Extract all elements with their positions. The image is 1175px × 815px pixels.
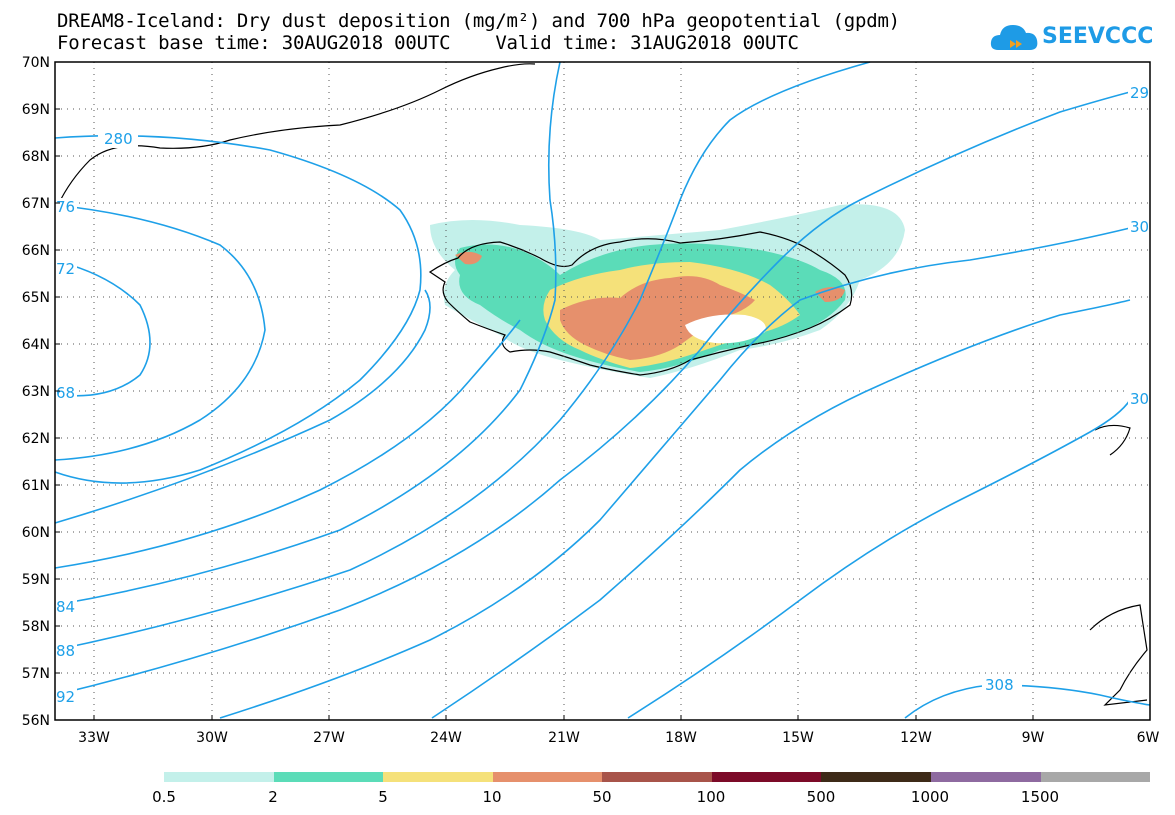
contour — [54, 289, 431, 524]
lat-label: 63N — [22, 384, 50, 400]
colorbar-swatch — [821, 772, 931, 782]
dust-level-10-east — [815, 286, 845, 302]
contour-label: 84 — [56, 598, 75, 616]
contour — [54, 204, 266, 461]
colorbar-swatch — [273, 772, 384, 782]
lat-label: 61N — [22, 478, 50, 494]
lat-label: 59N — [22, 572, 50, 588]
contour — [904, 684, 1151, 719]
colorbar-swatch — [602, 772, 712, 782]
colorbar-label: 1000 — [910, 788, 950, 806]
lat-label: 68N — [22, 149, 50, 165]
contour — [54, 319, 521, 569]
contour-label: 76 — [56, 198, 75, 216]
geopotential-contours — [54, 61, 1151, 719]
glacier-white — [685, 314, 766, 344]
lat-label: 65N — [22, 290, 50, 306]
contour-label: 72 — [56, 260, 75, 278]
cloud-icon — [990, 25, 1038, 50]
contour-label: 68 — [56, 384, 75, 402]
colorbar-label: 500 — [806, 788, 836, 806]
contour — [59, 261, 151, 397]
contour-label: 308 — [985, 676, 1014, 694]
contour — [54, 91, 1131, 696]
contour-label: 280 — [104, 130, 133, 148]
contour — [627, 399, 1131, 719]
lat-label: 56N — [22, 713, 50, 729]
lat-label: 70N — [22, 55, 50, 71]
contour-label: 92 — [56, 688, 75, 706]
colorbar-swatch — [164, 772, 274, 782]
dust-level-10-nw — [455, 251, 482, 265]
lat-label: 64N — [22, 337, 50, 353]
lon-label: 15W — [782, 730, 814, 746]
lon-label: 9W — [1022, 730, 1045, 746]
contour-label: 29 — [1130, 84, 1149, 102]
colorbar-swatch — [492, 772, 603, 782]
colorbar-label: 0.5 — [152, 788, 176, 806]
lon-label: 18W — [665, 730, 697, 746]
colorbar-swatch — [383, 772, 493, 782]
contour-label: 88 — [56, 642, 75, 660]
colorbar-label: 1500 — [1020, 788, 1060, 806]
forecast-times: Forecast base time: 30AUG2018 00UTC Vali… — [57, 32, 799, 54]
lat-label: 60N — [22, 525, 50, 541]
colorbar-label: 50 — [592, 788, 612, 806]
lon-label: 21W — [548, 730, 580, 746]
latitude-axis: 70N 69N 68N 67N 66N 65N 64N 63N 62N 61N … — [22, 55, 60, 729]
contour-label: 30 — [1130, 218, 1149, 236]
colorbar-label: 2 — [268, 788, 278, 806]
contour — [431, 299, 1131, 719]
lon-label: 24W — [430, 730, 462, 746]
contour — [54, 61, 871, 651]
lon-label: 33W — [78, 730, 110, 746]
chart-title: DREAM8-Iceland: Dry dust deposition (mg/… — [57, 10, 900, 32]
lon-label: 12W — [900, 730, 932, 746]
logo-text: SEEVCCC — [1042, 24, 1154, 49]
lon-label: 27W — [313, 730, 345, 746]
longitude-axis: 33W 30W 27W 24W 21W 18W 15W 12W 9W 6W — [78, 715, 1160, 746]
colorbar-label: 10 — [482, 788, 502, 806]
lat-label: 57N — [22, 666, 50, 682]
greenland-coastline — [57, 63, 536, 206]
lat-label: 62N — [22, 431, 50, 447]
contour-label: 30 — [1130, 390, 1149, 408]
dust-deposition-field — [430, 204, 905, 378]
dust-level-10 — [560, 276, 755, 360]
lat-label: 58N — [22, 619, 50, 635]
colorbar-label: 100 — [696, 788, 726, 806]
lon-label: 30W — [196, 730, 228, 746]
faroe-coastline — [1094, 424, 1131, 456]
colorbar-swatch — [1040, 772, 1151, 782]
colorbar-label: 5 — [378, 788, 388, 806]
contour — [219, 227, 1131, 719]
graticule — [55, 62, 1150, 720]
contour — [54, 134, 422, 484]
colorbar-swatch — [930, 772, 1041, 782]
lat-label: 67N — [22, 196, 50, 212]
scotland-coastline — [1089, 604, 1148, 706]
seevccc-logo: SEEVCCC — [990, 18, 1153, 58]
colorbar-swatch — [711, 772, 822, 782]
colorbar — [164, 772, 1151, 782]
lon-label: 6W — [1137, 730, 1160, 746]
contour — [54, 61, 561, 606]
lat-label: 66N — [22, 243, 50, 259]
lat-label: 69N — [22, 102, 50, 118]
